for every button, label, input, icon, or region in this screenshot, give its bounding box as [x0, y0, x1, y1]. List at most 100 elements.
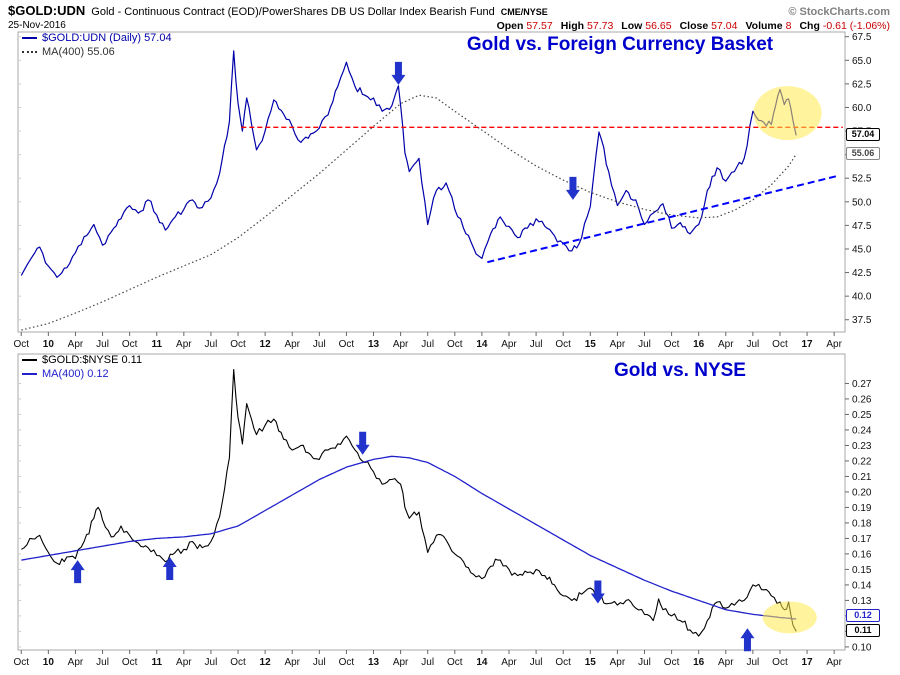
x-axis-tick-label: Oct: [447, 339, 463, 350]
x-axis-tick-label: Oct: [122, 339, 138, 350]
x-axis-tick-label: Oct: [339, 339, 355, 350]
series-line-gold-nyse: [21, 368, 797, 637]
legend-label: $GOLD:$NYSE 0.11: [42, 354, 143, 366]
y-axis-tick-label: 0.26: [852, 394, 872, 405]
x-axis-tick-label: 15: [585, 339, 597, 350]
quote-field-label: Open: [496, 20, 524, 32]
x-axis-tick-label: 17: [802, 657, 814, 668]
x-axis-tick-label: Oct: [230, 657, 246, 668]
quote-field-label: Volume: [745, 20, 783, 32]
x-axis-tick-label: Jul: [746, 339, 759, 350]
quote-field-label: Close: [679, 20, 709, 32]
ticker-symbol: $GOLD:UDN: [8, 3, 86, 18]
x-axis-tick-label: Apr: [501, 657, 517, 668]
x-axis-tick-label: Apr: [176, 657, 192, 668]
quote-field-label: Chg: [799, 20, 820, 32]
y-axis-tick-label: 0.20: [852, 487, 872, 498]
y-axis-tick-label: 0.17: [852, 534, 872, 545]
x-axis-tick-label: Apr: [393, 339, 409, 350]
x-axis-tick-label: Jul: [421, 657, 434, 668]
x-axis-tick-label: Jul: [313, 339, 326, 350]
x-axis-tick-label: Apr: [176, 339, 192, 350]
lower-chart-legend: $GOLD:$NYSE 0.11 MA(400) 0.12: [22, 353, 142, 381]
x-axis-tick-label: Oct: [555, 657, 571, 668]
legend-label: MA(400) 0.12: [42, 368, 109, 380]
x-axis-tick-label: Apr: [610, 339, 626, 350]
y-axis-tick-label: 0.15: [852, 565, 872, 576]
y-axis-tick-label: 0.23: [852, 441, 872, 452]
quote-field-label: High: [560, 20, 585, 32]
y-axis-tick-label: 0.25: [852, 410, 872, 421]
y-axis-tick-label: 45.0: [852, 244, 872, 255]
x-axis-tick-label: Jul: [746, 657, 759, 668]
quote-date: 25-Nov-2016: [8, 20, 66, 31]
x-axis-tick-label: 11: [151, 657, 162, 668]
y-axis-tick-label: 0.27: [852, 379, 872, 390]
x-axis-tick-label: Oct: [555, 339, 571, 350]
down-arrow-icon: [355, 431, 370, 455]
x-axis-tick-label: Oct: [772, 657, 788, 668]
y-axis-tick-label: 0.14: [852, 580, 872, 591]
upper-chart-title: Gold vs. Foreign Currency Basket: [466, 34, 774, 55]
x-axis-tick-label: 15: [585, 657, 597, 668]
y-axis-tick-label: 0.18: [852, 518, 872, 529]
up-arrow-icon: [740, 628, 755, 652]
y-axis-tick-label: 67.5: [852, 32, 872, 43]
x-axis-tick-label: 13: [368, 339, 380, 350]
last-price-axis-label: 57.04: [846, 128, 880, 142]
y-axis-tick-label: 0.21: [852, 472, 872, 483]
up-arrow-icon: [162, 557, 177, 581]
x-axis-tick-label: Apr: [68, 339, 84, 350]
down-arrow-icon: [590, 580, 605, 604]
x-axis-tick-label: Oct: [664, 657, 680, 668]
y-axis-tick-label: 62.5: [852, 79, 872, 90]
x-axis-tick-label: 13: [368, 657, 380, 668]
x-axis-tick-label: Apr: [610, 657, 626, 668]
x-axis-tick-label: Oct: [447, 657, 463, 668]
x-axis-tick-label: Jul: [638, 339, 651, 350]
x-axis-tick-label: Jul: [530, 657, 543, 668]
lower-chart-gold-vs-nyse: 0.27 0.26 0.25 0.24 0.23 0.22 0.21 0.20 0.19 0.18…: [0, 348, 900, 675]
down-arrow-icon: [391, 61, 406, 85]
series-line-swatch: [22, 37, 37, 39]
legend-label: MA(400) 55.06: [42, 46, 115, 58]
legend-item-ma400: MA(400) 55.06: [22, 45, 172, 59]
quote-field-value: 57.04: [711, 20, 738, 32]
quote-field-value: 57.73: [587, 20, 614, 32]
x-axis-tick-label: Oct: [664, 339, 680, 350]
plot-frame: [17, 31, 846, 333]
x-axis-tick-label: Apr: [718, 657, 734, 668]
upper-chart-gold-vs-currency-basket: 67.565.062.560.057.555.052.550.047.545.0…: [0, 26, 900, 350]
x-axis-tick-label: Apr: [284, 657, 300, 668]
y-axis-tick-label: 0.24: [852, 425, 872, 436]
y-axis-tick-label: 50.0: [852, 197, 872, 208]
y-axis-tick-label: 47.5: [852, 221, 872, 232]
y-axis-tick-label: 0.22: [852, 456, 872, 467]
x-axis-tick-label: Oct: [230, 339, 246, 350]
instrument-description: Gold - Continuous Contract (EOD)/PowerSh…: [91, 6, 495, 18]
x-axis-tick-label: 12: [260, 657, 272, 668]
x-axis-tick-label: 10: [43, 657, 55, 668]
x-axis-tick-label: 10: [43, 339, 55, 350]
x-axis-tick-label: Oct: [13, 657, 29, 668]
y-axis-tick-label: 0.10: [852, 642, 872, 653]
x-axis-tick-label: Jul: [96, 657, 109, 668]
x-axis-tick-label: Apr: [826, 339, 842, 350]
y-axis-tick-label: 0.19: [852, 503, 872, 514]
x-axis-tick-label: Oct: [339, 657, 355, 668]
x-axis-tick-label: 11: [151, 339, 162, 350]
lower-chart-title: Gold vs. NYSE: [614, 360, 746, 381]
quote-field-value: -0.61 (-1.06%): [822, 20, 890, 32]
legend-label: $GOLD:UDN (Daily) 57.04: [42, 32, 172, 44]
chart-header: $GOLD:UDN Gold - Continuous Contract (EO…: [8, 3, 890, 32]
legend-item-gold-nyse: $GOLD:$NYSE 0.11: [22, 353, 142, 367]
x-axis-tick-label: Jul: [421, 339, 434, 350]
quote-field-label: Low: [621, 20, 643, 32]
y-axis-tick-label: 37.5: [852, 315, 872, 326]
x-axis-tick-label: Jul: [205, 657, 218, 668]
x-axis-tick-label: Apr: [393, 657, 409, 668]
plot-frame: [17, 353, 846, 651]
legend-item-gold-udn: $GOLD:UDN (Daily) 57.04: [22, 31, 172, 45]
x-axis-tick-label: Apr: [284, 339, 300, 350]
x-axis-tick-label: Apr: [68, 657, 84, 668]
